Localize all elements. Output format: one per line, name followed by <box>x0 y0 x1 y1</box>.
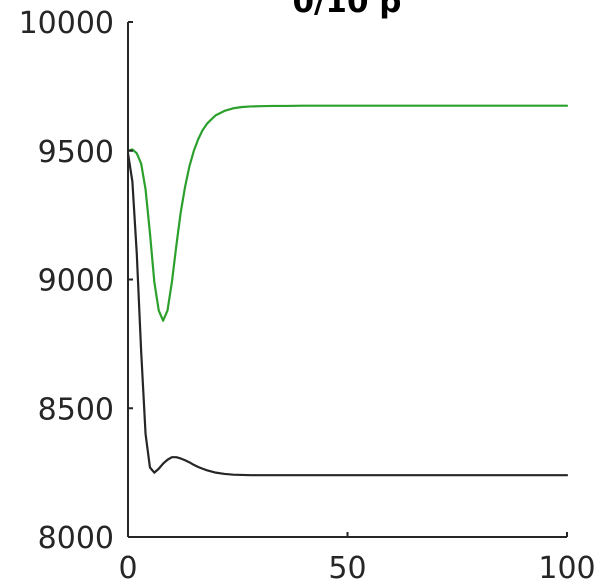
x-axis-ticks: 0 50 100 <box>118 532 596 585</box>
chart-title: 0/10 p <box>292 0 401 20</box>
x-tick-label: 100 <box>538 551 595 585</box>
y-tick-label: 9000 <box>38 264 114 299</box>
y-axis-ticks: 8000 8500 9000 9500 10000 <box>19 6 133 556</box>
y-tick-label: 8500 <box>38 392 114 427</box>
x-tick-label: 50 <box>328 551 366 585</box>
series-line-1 <box>126 104 569 322</box>
y-tick-label: 9500 <box>38 135 114 170</box>
x-tick-label: 0 <box>118 551 137 585</box>
y-tick-label: 10000 <box>19 6 114 41</box>
series-layer <box>126 104 569 477</box>
y-tick-label: 8000 <box>38 521 114 556</box>
series-line-2 <box>126 152 569 477</box>
